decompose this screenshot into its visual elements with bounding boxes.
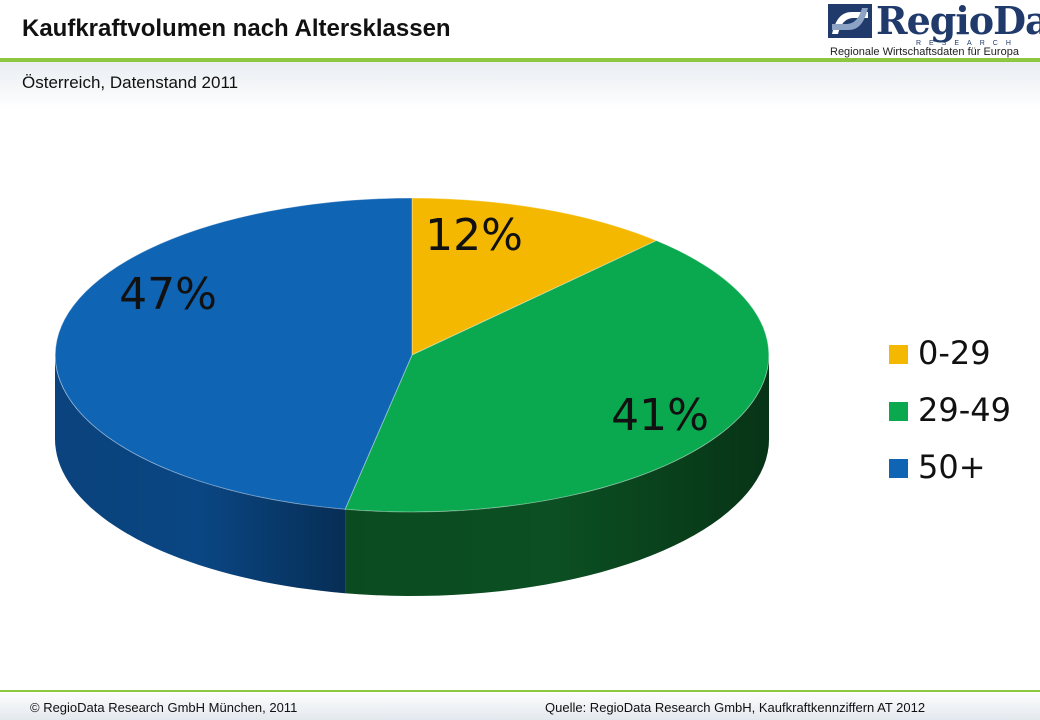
header-divider <box>0 58 1040 62</box>
logo-research: RESEARCH <box>916 40 1019 47</box>
legend-label-29-49: 29-49 <box>918 391 1011 429</box>
legend-swatch-0-29 <box>889 345 908 364</box>
page-title: Kaufkraftvolumen nach Altersklassen <box>22 15 451 42</box>
pie-chart: 12% 41% 47% 0-29 29-49 50+ <box>54 197 1011 596</box>
pie-slice-50+ <box>54 197 413 510</box>
pie-slice-0-29 <box>411 197 658 356</box>
legend-label-50+: 50+ <box>918 448 986 486</box>
pie-data-label-29-49: 41% <box>611 390 709 441</box>
legend: 0-29 29-49 50+ <box>889 334 1011 486</box>
logo-tagline: Regionale Wirtschaftsdaten für Europa <box>830 46 1019 58</box>
logo-wordmark: RegioData <box>876 0 1040 43</box>
regiodata-logo: RegioData RESEARCH Regionale Wirtschafts… <box>828 0 1040 60</box>
subtitle-band <box>0 62 1040 110</box>
footer-source: Quelle: RegioData Research GmbH, Kaufkra… <box>545 700 926 715</box>
footer <box>0 690 1040 720</box>
pie-side-shade-29-49 <box>345 355 769 596</box>
legend-swatch-29-49 <box>889 402 908 421</box>
pie-side-shade-50+ <box>55 355 346 594</box>
pie-labels: 12% 41% 47% <box>119 210 709 441</box>
page-subtitle: Österreich, Datenstand 2011 <box>22 73 239 92</box>
legend-label-0-29: 0-29 <box>918 334 991 372</box>
pie-slice-29-49 <box>344 240 770 513</box>
footer-copyright: © RegioData Research GmbH München, 2011 <box>30 700 298 715</box>
pie-data-label-50+: 47% <box>119 269 217 320</box>
legend-swatch-50+ <box>889 459 908 478</box>
footer-divider <box>0 690 1040 692</box>
pie-sides <box>55 355 769 596</box>
pie-tops <box>54 197 770 513</box>
pie-data-label-0-29: 12% <box>425 210 523 261</box>
logo-mark-icon <box>828 4 872 38</box>
